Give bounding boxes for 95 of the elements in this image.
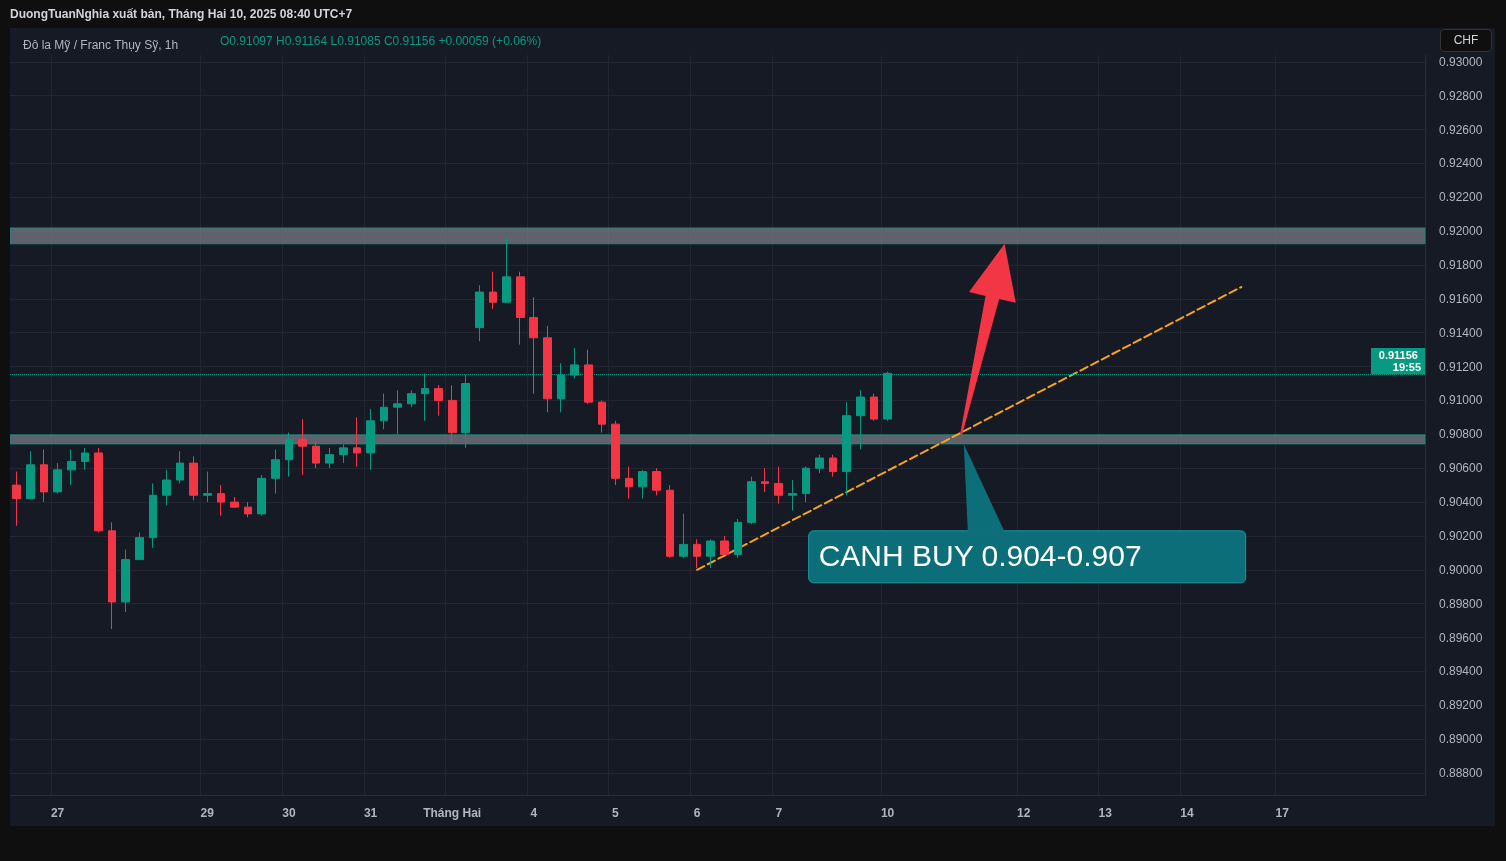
candlestick xyxy=(230,496,239,508)
candlestick xyxy=(774,465,783,505)
candlestick xyxy=(162,469,171,506)
candlestick xyxy=(448,384,457,444)
text: CHF xyxy=(1440,29,1492,52)
candlestick xyxy=(189,455,198,501)
candlestick xyxy=(625,465,633,500)
candlestick xyxy=(12,471,21,527)
candlestick xyxy=(516,271,525,346)
candlestick xyxy=(666,484,674,559)
y-tick-label: 0.88800 xyxy=(1439,765,1483,780)
chart-subtitle: O0.91097 H0.91164 L0.91085 C0.91156 +0.00059 (+0.06%) xyxy=(220,34,542,48)
x-tick-label: 14 xyxy=(1180,806,1194,820)
candlestick xyxy=(203,471,212,503)
x-tick-label: 30 xyxy=(282,806,296,820)
candlestick xyxy=(325,447,334,469)
y-tick-label: 0.91200 xyxy=(1439,359,1483,374)
candlestick xyxy=(870,393,878,422)
candlestick xyxy=(802,465,810,503)
y-tick-label: 0.92000 xyxy=(1439,224,1483,239)
y-tick-label: 0.89400 xyxy=(1439,664,1483,679)
y-tick-label: 0.90400 xyxy=(1439,495,1483,510)
y-tick-label: 0.89600 xyxy=(1439,630,1483,645)
candlestick xyxy=(121,548,130,613)
x-tick-label: 10 xyxy=(880,806,895,820)
candlestick xyxy=(761,467,769,493)
y-tick-label: 0.92400 xyxy=(1439,156,1483,171)
x-tick-label: 17 xyxy=(1275,806,1290,820)
candlestick xyxy=(611,420,620,486)
candlestick xyxy=(298,418,307,476)
y-tick-label: 0.91600 xyxy=(1439,291,1483,306)
candlestick xyxy=(407,389,416,408)
candlestick xyxy=(40,449,48,503)
y-tick-label: 0.90800 xyxy=(1439,427,1483,442)
candlestick xyxy=(788,479,797,512)
candlestick xyxy=(67,449,76,486)
candlestick xyxy=(434,384,443,417)
candlestick xyxy=(598,399,606,434)
x-tick-label: 31 xyxy=(363,806,378,820)
candlestick xyxy=(81,447,89,471)
y-tick-label: 0.93000 xyxy=(1439,54,1483,69)
candlestick xyxy=(257,474,266,517)
candlestick xyxy=(638,469,647,500)
text: DuongTuanNghia xuất bản, Tháng Hai 10, 2025 08:40 UTC+7 xyxy=(10,7,353,21)
candlestick xyxy=(176,450,184,484)
candlestick xyxy=(135,532,144,561)
x-tick-label: 27 xyxy=(50,806,65,820)
x-tick-label: 29 xyxy=(200,806,215,820)
x-tick-label: 6 xyxy=(693,806,701,820)
candlestick xyxy=(584,349,593,405)
y-tick-label: 0.91000 xyxy=(1439,393,1483,408)
x-tick-label: 4 xyxy=(530,806,538,820)
candlestick xyxy=(720,535,729,556)
candlestick xyxy=(94,447,103,534)
candlestick xyxy=(747,476,756,525)
candlestick xyxy=(380,393,388,430)
y-tick-label: 0.92800 xyxy=(1439,88,1483,103)
candlestick xyxy=(652,467,661,496)
y-tick-label: 0.89200 xyxy=(1439,698,1483,713)
candlestick xyxy=(543,325,552,413)
y-tick-label: 0.89000 xyxy=(1439,732,1483,747)
candlestick xyxy=(734,518,742,559)
x-tick-label: 12 xyxy=(1016,806,1031,820)
candlestick xyxy=(829,454,837,478)
y-tick-label: 0.91400 xyxy=(1439,325,1483,340)
candlestick xyxy=(149,482,157,549)
candlestick xyxy=(529,296,538,395)
candlestick xyxy=(353,416,361,467)
y-tick-label: 0.90200 xyxy=(1439,528,1483,543)
chart-title: Đô la Mỹ / Franc Thụy Sỹ, 1h xyxy=(23,38,179,52)
x-tick-label: 7 xyxy=(775,806,783,820)
candlestick xyxy=(53,462,62,495)
candlestick xyxy=(815,454,824,474)
annotation: CANH BUY 0.904-0.907 xyxy=(808,530,1244,581)
candlestick xyxy=(706,538,715,569)
candlestick xyxy=(475,284,484,342)
x-tick-label: 5 xyxy=(612,806,620,820)
y-tick-label: 0.91800 xyxy=(1439,257,1483,272)
ref-line-label: 0.91156 19:55 xyxy=(1378,349,1421,374)
y-tick-label: 0.89800 xyxy=(1439,596,1483,611)
y-tick-label: 0.90600 xyxy=(1439,461,1483,476)
candlestick xyxy=(26,450,35,500)
candlestick xyxy=(217,484,225,517)
y-tick-label: 0.92200 xyxy=(1439,190,1483,205)
candlestick xyxy=(679,513,688,559)
candlestick xyxy=(108,521,116,630)
candlestick xyxy=(693,538,701,569)
y-tick-label: 0.90000 xyxy=(1439,562,1483,577)
x-tick-label: Tháng Hai xyxy=(423,806,482,820)
candlestick xyxy=(244,501,252,518)
candlestick xyxy=(271,449,280,495)
y-tick-label: 0.92600 xyxy=(1439,122,1483,137)
candlestick xyxy=(489,271,497,310)
candlestick xyxy=(312,440,320,469)
x-tick-label: 13 xyxy=(1098,806,1113,820)
